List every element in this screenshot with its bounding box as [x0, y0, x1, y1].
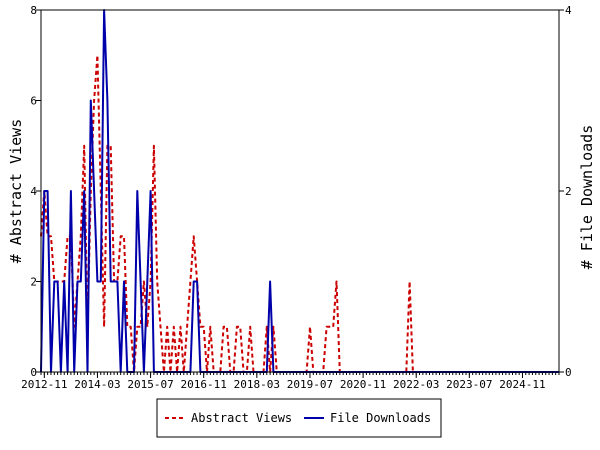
- x-tick-label: 2019-07: [287, 378, 333, 391]
- x-tick-label: 2018-03: [234, 378, 280, 391]
- series-line-file-downloads: [40, 9, 559, 373]
- y-left-tick-label: 6: [30, 95, 37, 108]
- y-axis-right-title: # File Downloads: [578, 125, 596, 270]
- legend-label-abstract-views: Abstract Views: [191, 411, 292, 425]
- x-tick-label: 2015-07: [127, 378, 173, 391]
- y-left-tick-label: 8: [30, 4, 37, 17]
- legend: Abstract Views File Downloads: [156, 398, 442, 438]
- y-axis-left-title: # Abstract Views: [7, 119, 25, 264]
- y-right-tick-label: 2: [565, 185, 572, 198]
- y-axis-right: 0 2 4: [559, 4, 572, 379]
- x-tick-label: 2012-11: [21, 378, 67, 391]
- legend-label-file-downloads: File Downloads: [330, 411, 431, 425]
- x-axis: 2012-11 2014-03 2015-07 2016-11 2018-03 2019-…: [21, 372, 560, 391]
- x-tick-label: 2022-03: [393, 378, 439, 391]
- y-axis-left: 0 2 4 6 8: [30, 4, 41, 379]
- y-left-tick-label: 2: [30, 276, 37, 289]
- x-tick-label: 2024-11: [499, 378, 545, 391]
- x-tick-label: 2016-11: [181, 378, 227, 391]
- legend-box: [156, 398, 442, 438]
- y-left-tick-label: 4: [30, 185, 37, 198]
- x-tick-label: 2014-03: [74, 378, 120, 391]
- x-tick-label: 2023-07: [446, 378, 492, 391]
- x-tick-label: 2020-11: [340, 378, 386, 391]
- y-right-tick-label: 4: [565, 4, 572, 17]
- y-right-tick-label: 0: [565, 366, 572, 379]
- y-left-tick-label: 0: [30, 366, 37, 379]
